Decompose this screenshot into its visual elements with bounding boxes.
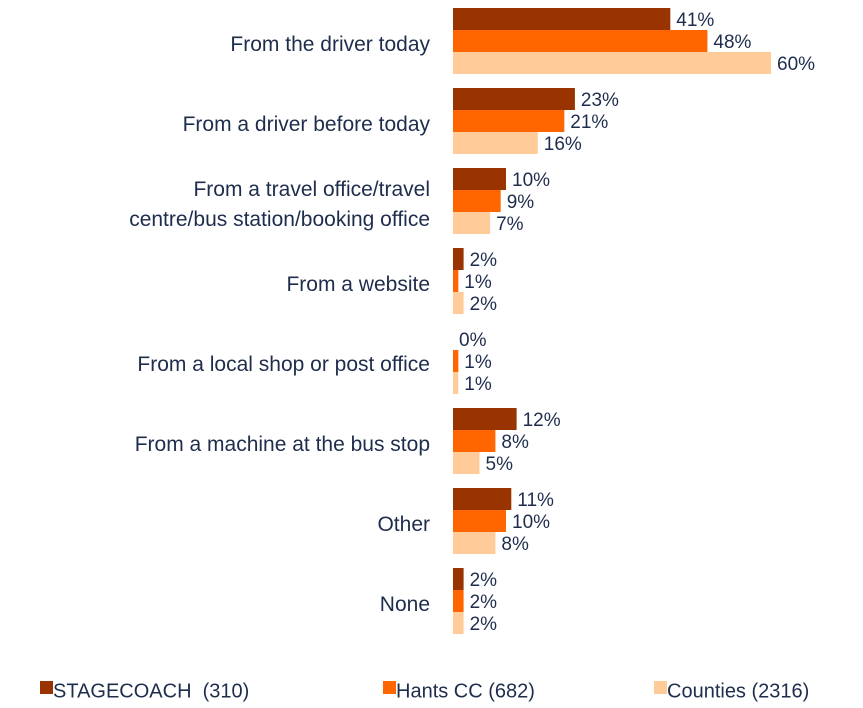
category-label: Other — [377, 513, 430, 536]
category-label: From a travel office/travel centre/bus s… — [129, 178, 430, 231]
data-label: 12% — [523, 410, 561, 431]
data-label: 2% — [470, 294, 498, 315]
bar — [453, 270, 459, 292]
bar — [453, 488, 512, 510]
category-label: From a website — [286, 273, 430, 296]
data-label: 2% — [470, 614, 498, 635]
bar — [453, 408, 517, 430]
bar — [453, 612, 464, 634]
data-label: 5% — [486, 454, 514, 475]
category-label: From a driver before today — [182, 113, 430, 136]
data-label: 10% — [512, 512, 550, 533]
bar — [453, 88, 575, 110]
bar — [453, 510, 506, 532]
legend-swatch — [654, 681, 667, 694]
data-label: 8% — [501, 432, 529, 453]
bar — [453, 452, 480, 474]
bar — [453, 168, 506, 190]
bar — [453, 248, 464, 270]
bar — [453, 132, 538, 154]
bar — [453, 430, 496, 452]
bar — [453, 350, 459, 372]
data-label: 1% — [464, 374, 492, 395]
data-label: 1% — [464, 272, 492, 293]
data-label: 2% — [470, 570, 498, 591]
data-label: 8% — [501, 534, 529, 555]
data-label: 11% — [517, 490, 554, 511]
bar — [453, 190, 501, 212]
category-label: From a machine at the bus stop — [134, 433, 430, 456]
legend-swatch — [383, 681, 396, 694]
data-label: 16% — [544, 134, 582, 155]
data-label: 7% — [496, 214, 524, 235]
bar — [453, 8, 671, 30]
bar — [453, 568, 464, 590]
data-label: 1% — [464, 352, 492, 373]
category-label: None — [379, 593, 430, 616]
legend-swatch — [40, 681, 53, 694]
bar — [453, 532, 496, 554]
data-label: 2% — [470, 592, 498, 613]
bar — [453, 372, 459, 394]
data-label: 2% — [470, 250, 498, 271]
bar — [453, 30, 708, 52]
bar — [453, 110, 565, 132]
category-label: From a local shop or post office — [137, 353, 430, 376]
bar — [453, 590, 464, 612]
bar — [453, 292, 464, 314]
data-label: 60% — [777, 54, 815, 75]
data-label: 23% — [581, 90, 619, 111]
data-label: 10% — [512, 170, 550, 191]
data-label: 0% — [459, 330, 487, 351]
legend-label: Hants CC (682) — [396, 680, 535, 702]
data-label: 21% — [570, 112, 608, 133]
data-label: 9% — [507, 192, 535, 213]
data-label: 48% — [713, 32, 751, 53]
bar — [453, 212, 491, 234]
category-label: From the driver today — [230, 33, 430, 56]
bar — [453, 52, 771, 74]
data-label: 41% — [676, 10, 714, 31]
legend-label: STAGECOACH (310) — [53, 680, 249, 702]
legend-label: Counties (2316) — [667, 680, 809, 702]
